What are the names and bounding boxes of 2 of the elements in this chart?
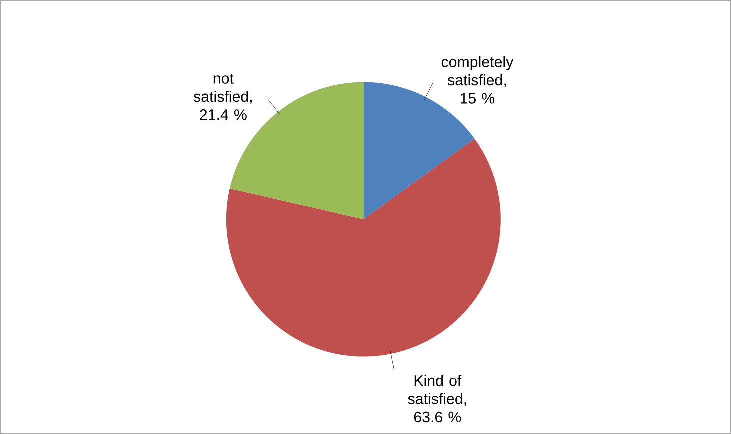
slice-label: not satisfied [194, 74, 248, 102]
slice-label: Kind of satisfied [408, 374, 462, 404]
